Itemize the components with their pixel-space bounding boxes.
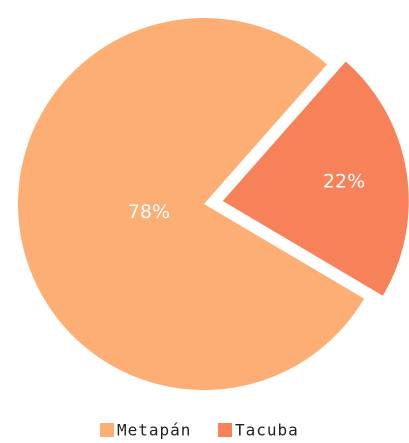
legend-label: Tacuba <box>235 421 299 440</box>
value-label: 78% <box>128 201 170 223</box>
pie-slice <box>17 18 365 390</box>
legend-swatch <box>100 423 114 437</box>
pie-slice <box>222 61 409 296</box>
legend-swatch <box>218 423 232 437</box>
value-label: 22% <box>323 170 365 192</box>
legend-label: Metapán <box>117 421 191 440</box>
